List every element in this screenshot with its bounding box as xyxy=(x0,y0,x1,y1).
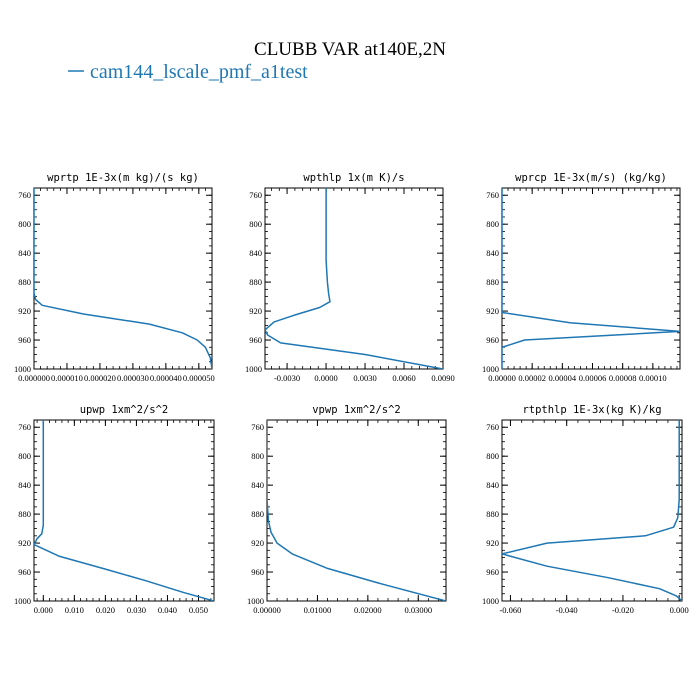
y-tick-label: 760 xyxy=(486,190,499,200)
y-tick-label: 840 xyxy=(249,248,262,258)
x-tick-label: 0.0090 xyxy=(431,373,454,383)
y-tick-label: 960 xyxy=(18,335,31,345)
x-tick-label: 0.020 xyxy=(96,605,115,615)
chart-panel-6: rtpthlp 1E-3x(kg K)/kg 760 800 840 880 920 960… xyxy=(482,404,689,615)
y-tick-label: 960 xyxy=(486,567,499,577)
x-tick-label: 0.000020 xyxy=(84,373,116,383)
x-tick-label: -0.0030 xyxy=(274,373,300,383)
y-tick-label: 840 xyxy=(18,248,31,258)
series-line xyxy=(502,420,682,601)
y-tick-label: 920 xyxy=(486,306,499,316)
x-tick-label: 0.0060 xyxy=(392,373,415,383)
x-tick-label: 0.050 xyxy=(189,605,208,615)
y-tick-label: 760 xyxy=(486,422,499,432)
y-tick-label: 880 xyxy=(18,509,31,519)
x-tick-label: 0.00004 xyxy=(549,373,577,383)
x-tick-label: -0.020 xyxy=(612,605,634,615)
y-tick-label: 960 xyxy=(486,335,499,345)
y-tick-label: 800 xyxy=(18,219,31,229)
x-tick-label: 0.000 xyxy=(34,605,53,615)
y-tick-label: 840 xyxy=(486,480,499,490)
legend-label: cam144_lscale_pmf_a1test xyxy=(90,61,308,83)
series-line xyxy=(34,420,214,601)
y-tick-label: 920 xyxy=(486,538,499,548)
chart-panel-1: wprtp 1E-3x(m kg)/(s kg) 760 800 840 880 920 9… xyxy=(14,172,215,383)
figure-title: CLUBB VAR at140E,2N xyxy=(254,39,446,60)
x-tick-label: 0.000050 xyxy=(183,373,215,383)
series-line xyxy=(34,188,212,369)
y-tick-label: 760 xyxy=(249,190,262,200)
chart-panel-3: wprcp 1E-3x(m/s) (kg/kg) 760 800 840 880 920 9… xyxy=(482,172,681,383)
y-tick-label: 880 xyxy=(486,509,499,519)
x-tick-label: 0.0000 xyxy=(314,373,337,383)
chart-panel-2: wpthlp 1x(m K)/s 760 800 840 880 920 960 1000 -0… xyxy=(245,172,455,383)
figure-legend: cam144_lscale_pmf_a1test xyxy=(68,61,308,83)
x-tick-label: 0.00010 xyxy=(639,373,667,383)
y-tick-label: 920 xyxy=(251,538,264,548)
x-tick-label: 0.00002 xyxy=(518,373,546,383)
y-tick-label: 800 xyxy=(486,451,499,461)
panel-title: vpwp 1xm^2/s^2 xyxy=(312,404,401,416)
series-line xyxy=(265,188,443,369)
y-tick-label: 760 xyxy=(18,422,31,432)
panel-title: wprtp 1E-3x(m kg)/(s kg) xyxy=(47,172,199,184)
y-tick-label: 800 xyxy=(251,451,264,461)
y-tick-label: 920 xyxy=(18,538,31,548)
y-tick-label: 800 xyxy=(249,219,262,229)
y-tick-label: 960 xyxy=(249,335,262,345)
panel-title: rtpthlp 1E-3x(kg K)/kg xyxy=(522,404,661,416)
x-tick-label: 0.03000 xyxy=(404,605,432,615)
x-tick-label: 0.000 xyxy=(670,605,689,615)
y-tick-label: 880 xyxy=(18,277,31,287)
plot-frame xyxy=(501,419,683,602)
x-tick-label: 0.00006 xyxy=(579,373,607,383)
y-tick-label: 1000 xyxy=(14,364,31,374)
y-tick-label: 960 xyxy=(18,567,31,577)
y-tick-label: 960 xyxy=(251,567,264,577)
y-tick-label: 760 xyxy=(18,190,31,200)
y-tick-label: 1000 xyxy=(482,596,499,606)
x-tick-label: -0.060 xyxy=(499,605,521,615)
panel-title: upwp 1xm^2/s^2 xyxy=(80,404,169,416)
y-tick-label: 800 xyxy=(486,219,499,229)
chart-panel-5: vpwp 1xm^2/s^2 760 800 840 880 920 960 10000.00… xyxy=(247,404,447,615)
panel-title: wprcp 1E-3x(m/s) (kg/kg) xyxy=(515,172,667,184)
x-tick-label: 0.000010 xyxy=(51,373,83,383)
y-tick-label: 840 xyxy=(251,480,264,490)
x-tick-label: 0.000040 xyxy=(150,373,182,383)
x-tick-label: 0.030 xyxy=(127,605,146,615)
y-tick-label: 880 xyxy=(486,277,499,287)
x-tick-label: -0.040 xyxy=(556,605,578,615)
x-tick-label: 0.010 xyxy=(65,605,84,615)
y-tick-label: 880 xyxy=(251,509,264,519)
series-line xyxy=(502,188,680,369)
series-line xyxy=(267,420,446,601)
x-tick-label: 0.0030 xyxy=(353,373,376,383)
x-tick-label: 0.00000 xyxy=(488,373,516,383)
y-tick-label: 1000 xyxy=(482,364,499,374)
y-tick-label: 1000 xyxy=(247,596,264,606)
y-tick-label: 880 xyxy=(249,277,262,287)
x-tick-label: 0.040 xyxy=(158,605,177,615)
chart-panel-4: upwp 1xm^2/s^2 760 800 840 880 920 960 10000.00… xyxy=(14,404,215,615)
x-tick-label: 0.000000 xyxy=(18,373,50,383)
x-tick-label: 0.00008 xyxy=(609,373,637,383)
panel-title: wpthlp 1x(m K)/s xyxy=(303,172,404,184)
y-tick-label: 840 xyxy=(18,480,31,490)
x-tick-label: 0.01000 xyxy=(304,605,332,615)
y-tick-label: 800 xyxy=(18,451,31,461)
y-tick-label: 760 xyxy=(251,422,264,432)
y-tick-label: 1000 xyxy=(14,596,31,606)
y-tick-label: 920 xyxy=(18,306,31,316)
y-tick-label: 920 xyxy=(249,306,262,316)
x-tick-label: 0.000030 xyxy=(117,373,149,383)
y-tick-label: 1000 xyxy=(245,364,262,374)
x-tick-label: 0.02000 xyxy=(354,605,382,615)
x-tick-label: 0.00000 xyxy=(253,605,281,615)
plot-frame xyxy=(264,187,444,370)
y-tick-label: 840 xyxy=(486,248,499,258)
